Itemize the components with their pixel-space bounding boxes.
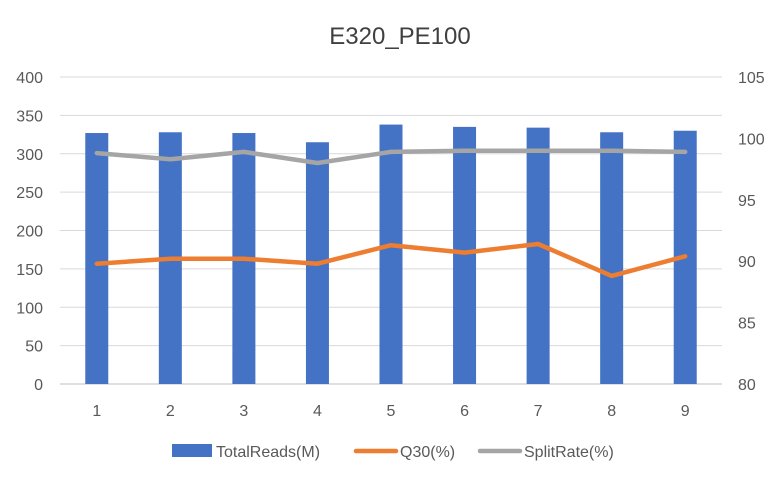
right-y-tick-label: 100 — [738, 131, 765, 148]
bar — [526, 127, 550, 384]
left-y-tick-label: 0 — [34, 377, 43, 394]
left-y-tick-label: 350 — [16, 108, 43, 125]
right-y-tick-label: 105 — [738, 70, 765, 87]
left-y-tick-label: 300 — [16, 147, 43, 164]
x-tick-label: 7 — [534, 403, 543, 420]
legend-label: TotalReads(M) — [216, 444, 320, 461]
bar — [600, 132, 624, 384]
x-tick-label: 5 — [387, 403, 396, 420]
x-tick-label: 6 — [460, 403, 469, 420]
left-y-axis: 0 50 100 150 200 250 300 350 400 — [16, 70, 43, 394]
right-y-axis: 80 85 90 95 100 105 — [738, 70, 765, 394]
x-tick-label: 1 — [92, 403, 101, 420]
right-y-tick-label: 90 — [738, 254, 756, 271]
left-y-tick-label: 250 — [16, 185, 43, 202]
right-y-tick-label: 85 — [738, 316, 756, 333]
legend-label: SplitRate(%) — [524, 444, 614, 461]
x-tick-label: 3 — [239, 403, 248, 420]
left-y-tick-label: 400 — [16, 70, 43, 87]
right-y-tick-label: 80 — [738, 377, 756, 394]
bar — [379, 124, 403, 385]
left-y-tick-label: 50 — [25, 339, 43, 356]
left-y-tick-label: 150 — [16, 262, 43, 279]
bar — [85, 133, 109, 384]
legend: TotalReads(M) Q30(%) SplitRate(%) — [172, 444, 614, 461]
left-y-tick-label: 200 — [16, 224, 43, 241]
bar — [453, 126, 477, 384]
chart-title: E320_PE100 — [329, 23, 470, 50]
x-tick-label: 2 — [166, 403, 175, 420]
right-y-tick-label: 95 — [738, 193, 756, 210]
line-series — [94, 148, 688, 279]
legend-label: Q30(%) — [400, 444, 455, 461]
x-tick-label: 9 — [681, 403, 690, 420]
x-axis: 1 2 3 4 5 6 7 8 9 — [92, 403, 689, 420]
left-y-tick-label: 100 — [16, 300, 43, 317]
series-line — [94, 241, 688, 279]
series-line — [94, 148, 688, 166]
legend-swatch — [172, 444, 212, 457]
bar-series — [85, 124, 697, 385]
x-tick-label: 4 — [313, 403, 322, 420]
x-tick-label: 8 — [607, 403, 616, 420]
